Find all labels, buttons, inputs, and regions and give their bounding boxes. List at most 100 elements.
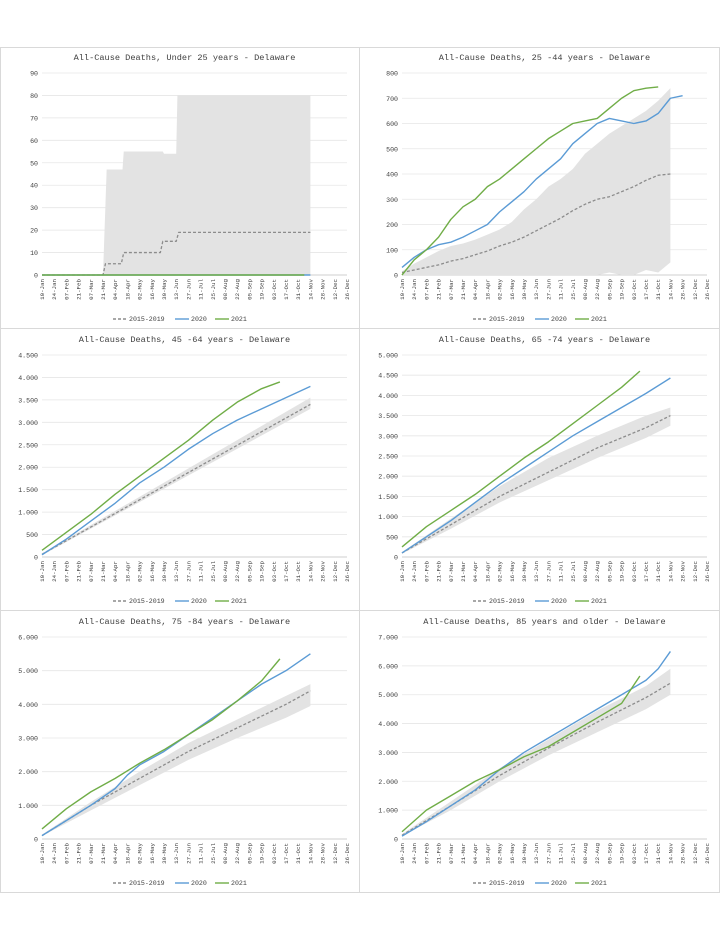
x-tick-label: 26-Dec — [344, 560, 351, 581]
y-tick-label: 2.000 — [378, 474, 398, 481]
x-tick-label: 05-Sep — [606, 278, 613, 299]
x-tick-label: 12-Dec — [692, 278, 699, 299]
legend-label: 2021 — [231, 316, 247, 323]
x-tick-label: 21-Mar — [100, 843, 107, 864]
y-tick-label: 0 — [34, 837, 38, 844]
x-tick-label: 10-Jan — [39, 561, 46, 582]
y-tick-label: 4.500 — [378, 373, 398, 380]
x-tick-label: 16-May — [509, 842, 516, 863]
x-tick-label: 02-May — [137, 278, 144, 299]
x-tick-label: 07-Feb — [423, 842, 430, 863]
x-tick-label: 13-Jun — [173, 561, 180, 582]
y-tick-label: 1.500 — [378, 494, 398, 501]
x-tick-label: 03-Oct — [271, 279, 278, 300]
range-band — [42, 684, 311, 836]
x-tick-label: 22-Aug — [234, 561, 241, 582]
legend-label: 2015-2019 — [129, 598, 165, 605]
x-tick-label: 30-May — [521, 278, 528, 299]
x-tick-label: 31-Oct — [655, 561, 662, 582]
x-tick-label: 11-Jul — [558, 842, 565, 863]
series-line-2015-2019 — [41, 403, 311, 555]
x-tick-label: 14-Nov — [667, 560, 674, 581]
series-line-2015-2019 — [42, 231, 311, 276]
series-line-2020 — [401, 95, 683, 268]
x-tick-label: 11-Jul — [198, 842, 205, 863]
x-tick-label: 04-Apr — [472, 843, 479, 864]
x-tick-label: 14-Nov — [307, 842, 314, 863]
x-tick-label: 21-Mar — [460, 279, 467, 300]
x-tick-label: 21-Feb — [76, 278, 83, 299]
y-tick-label: 0 — [34, 273, 38, 280]
series-line-2021 — [401, 86, 659, 276]
x-tick-label: 18-Apr — [484, 561, 491, 582]
x-tick-label: 04-Apr — [472, 279, 479, 300]
legend-label: 2015-2019 — [489, 598, 525, 605]
x-tick-label: 30-May — [161, 278, 168, 299]
legend-label: 2015-2019 — [489, 316, 525, 323]
x-tick-label: 21-Feb — [76, 560, 83, 581]
series-line-2020 — [401, 377, 671, 554]
x-tick-label: 02-May — [497, 560, 504, 581]
x-tick-label: 21-Feb — [436, 842, 443, 863]
y-tick-label: 2.500 — [378, 454, 398, 461]
x-tick-label: 19-Sep — [619, 278, 626, 299]
x-tick-label: 24-Jan — [411, 843, 418, 864]
x-tick-label: 08-Aug — [582, 561, 589, 582]
chart-panel: All-Cause Deaths, Under 25 years - Delaw… — [0, 47, 360, 329]
y-tick-label: 800 — [386, 71, 398, 78]
range-band — [402, 407, 671, 554]
x-tick-label: 12-Dec — [692, 842, 699, 863]
series-line-2015-2019 — [401, 415, 671, 554]
x-tick-label: 12-Dec — [332, 842, 339, 863]
x-tick-label: 30-May — [521, 560, 528, 581]
x-tick-label: 25-Jul — [210, 278, 217, 299]
x-tick-label: 04-Apr — [112, 561, 119, 582]
x-tick-label: 05-Sep — [246, 560, 253, 581]
x-tick-label: 07-Mar — [88, 279, 95, 300]
x-tick-label: 31-Oct — [655, 843, 662, 864]
chart-svg: All-Cause Deaths, Under 25 years - Delaw… — [30, 53, 351, 323]
y-tick-label: 500 — [26, 532, 38, 539]
x-tick-label: 04-Apr — [472, 561, 479, 582]
x-tick-label: 27-Jun — [545, 843, 552, 864]
chart-panel: All-Cause Deaths, 75 -84 years - Delawar… — [0, 611, 360, 893]
x-tick-label: 26-Dec — [344, 278, 351, 299]
x-tick-label: 17-Oct — [643, 843, 650, 864]
x-tick-label: 28-Nov — [320, 278, 327, 299]
x-tick-label: 19-Sep — [619, 842, 626, 863]
x-tick-label: 31-Oct — [295, 279, 302, 300]
legend-label: 2021 — [591, 598, 607, 605]
y-tick-label: 1.000 — [378, 808, 398, 815]
y-tick-label: 6.000 — [18, 635, 38, 642]
y-tick-label: 30 — [30, 205, 38, 212]
x-tick-label: 19-Sep — [259, 278, 266, 299]
legend-label: 2021 — [231, 598, 247, 605]
y-tick-label: 2.000 — [18, 769, 38, 776]
x-tick-label: 03-Oct — [631, 843, 638, 864]
y-tick-label: 1.000 — [18, 803, 38, 810]
chart-title: All-Cause Deaths, 65 -74 years - Delawar… — [439, 335, 650, 345]
x-tick-label: 22-Aug — [594, 561, 601, 582]
x-tick-label: 25-Jul — [570, 842, 577, 863]
x-tick-label: 25-Jul — [210, 842, 217, 863]
x-tick-label: 22-Aug — [594, 843, 601, 864]
x-tick-label: 12-Dec — [332, 560, 339, 581]
x-tick-label: 08-Aug — [222, 561, 229, 582]
y-tick-label: 3.500 — [18, 397, 38, 404]
chart-title: All-Cause Deaths, 25 -44 years - Delawar… — [439, 53, 650, 63]
y-tick-label: 400 — [386, 172, 398, 179]
chart-panel: All-Cause Deaths, 85 years and older - D… — [360, 611, 720, 893]
chart-svg: All-Cause Deaths, 45 -64 years - Delawar… — [18, 335, 351, 605]
x-tick-label: 10-Jan — [39, 279, 46, 300]
x-tick-label: 11-Jul — [198, 278, 205, 299]
y-tick-label: 500 — [386, 534, 398, 541]
x-tick-label: 30-May — [521, 842, 528, 863]
x-tick-label: 17-Oct — [283, 561, 290, 582]
x-tick-label: 16-May — [149, 842, 156, 863]
range-band — [42, 95, 311, 275]
series-line-2020 — [41, 385, 311, 556]
y-tick-label: 4.000 — [378, 721, 398, 728]
x-tick-label: 08-Aug — [582, 279, 589, 300]
x-tick-label: 18-Apr — [124, 279, 131, 300]
x-tick-label: 28-Nov — [320, 560, 327, 581]
